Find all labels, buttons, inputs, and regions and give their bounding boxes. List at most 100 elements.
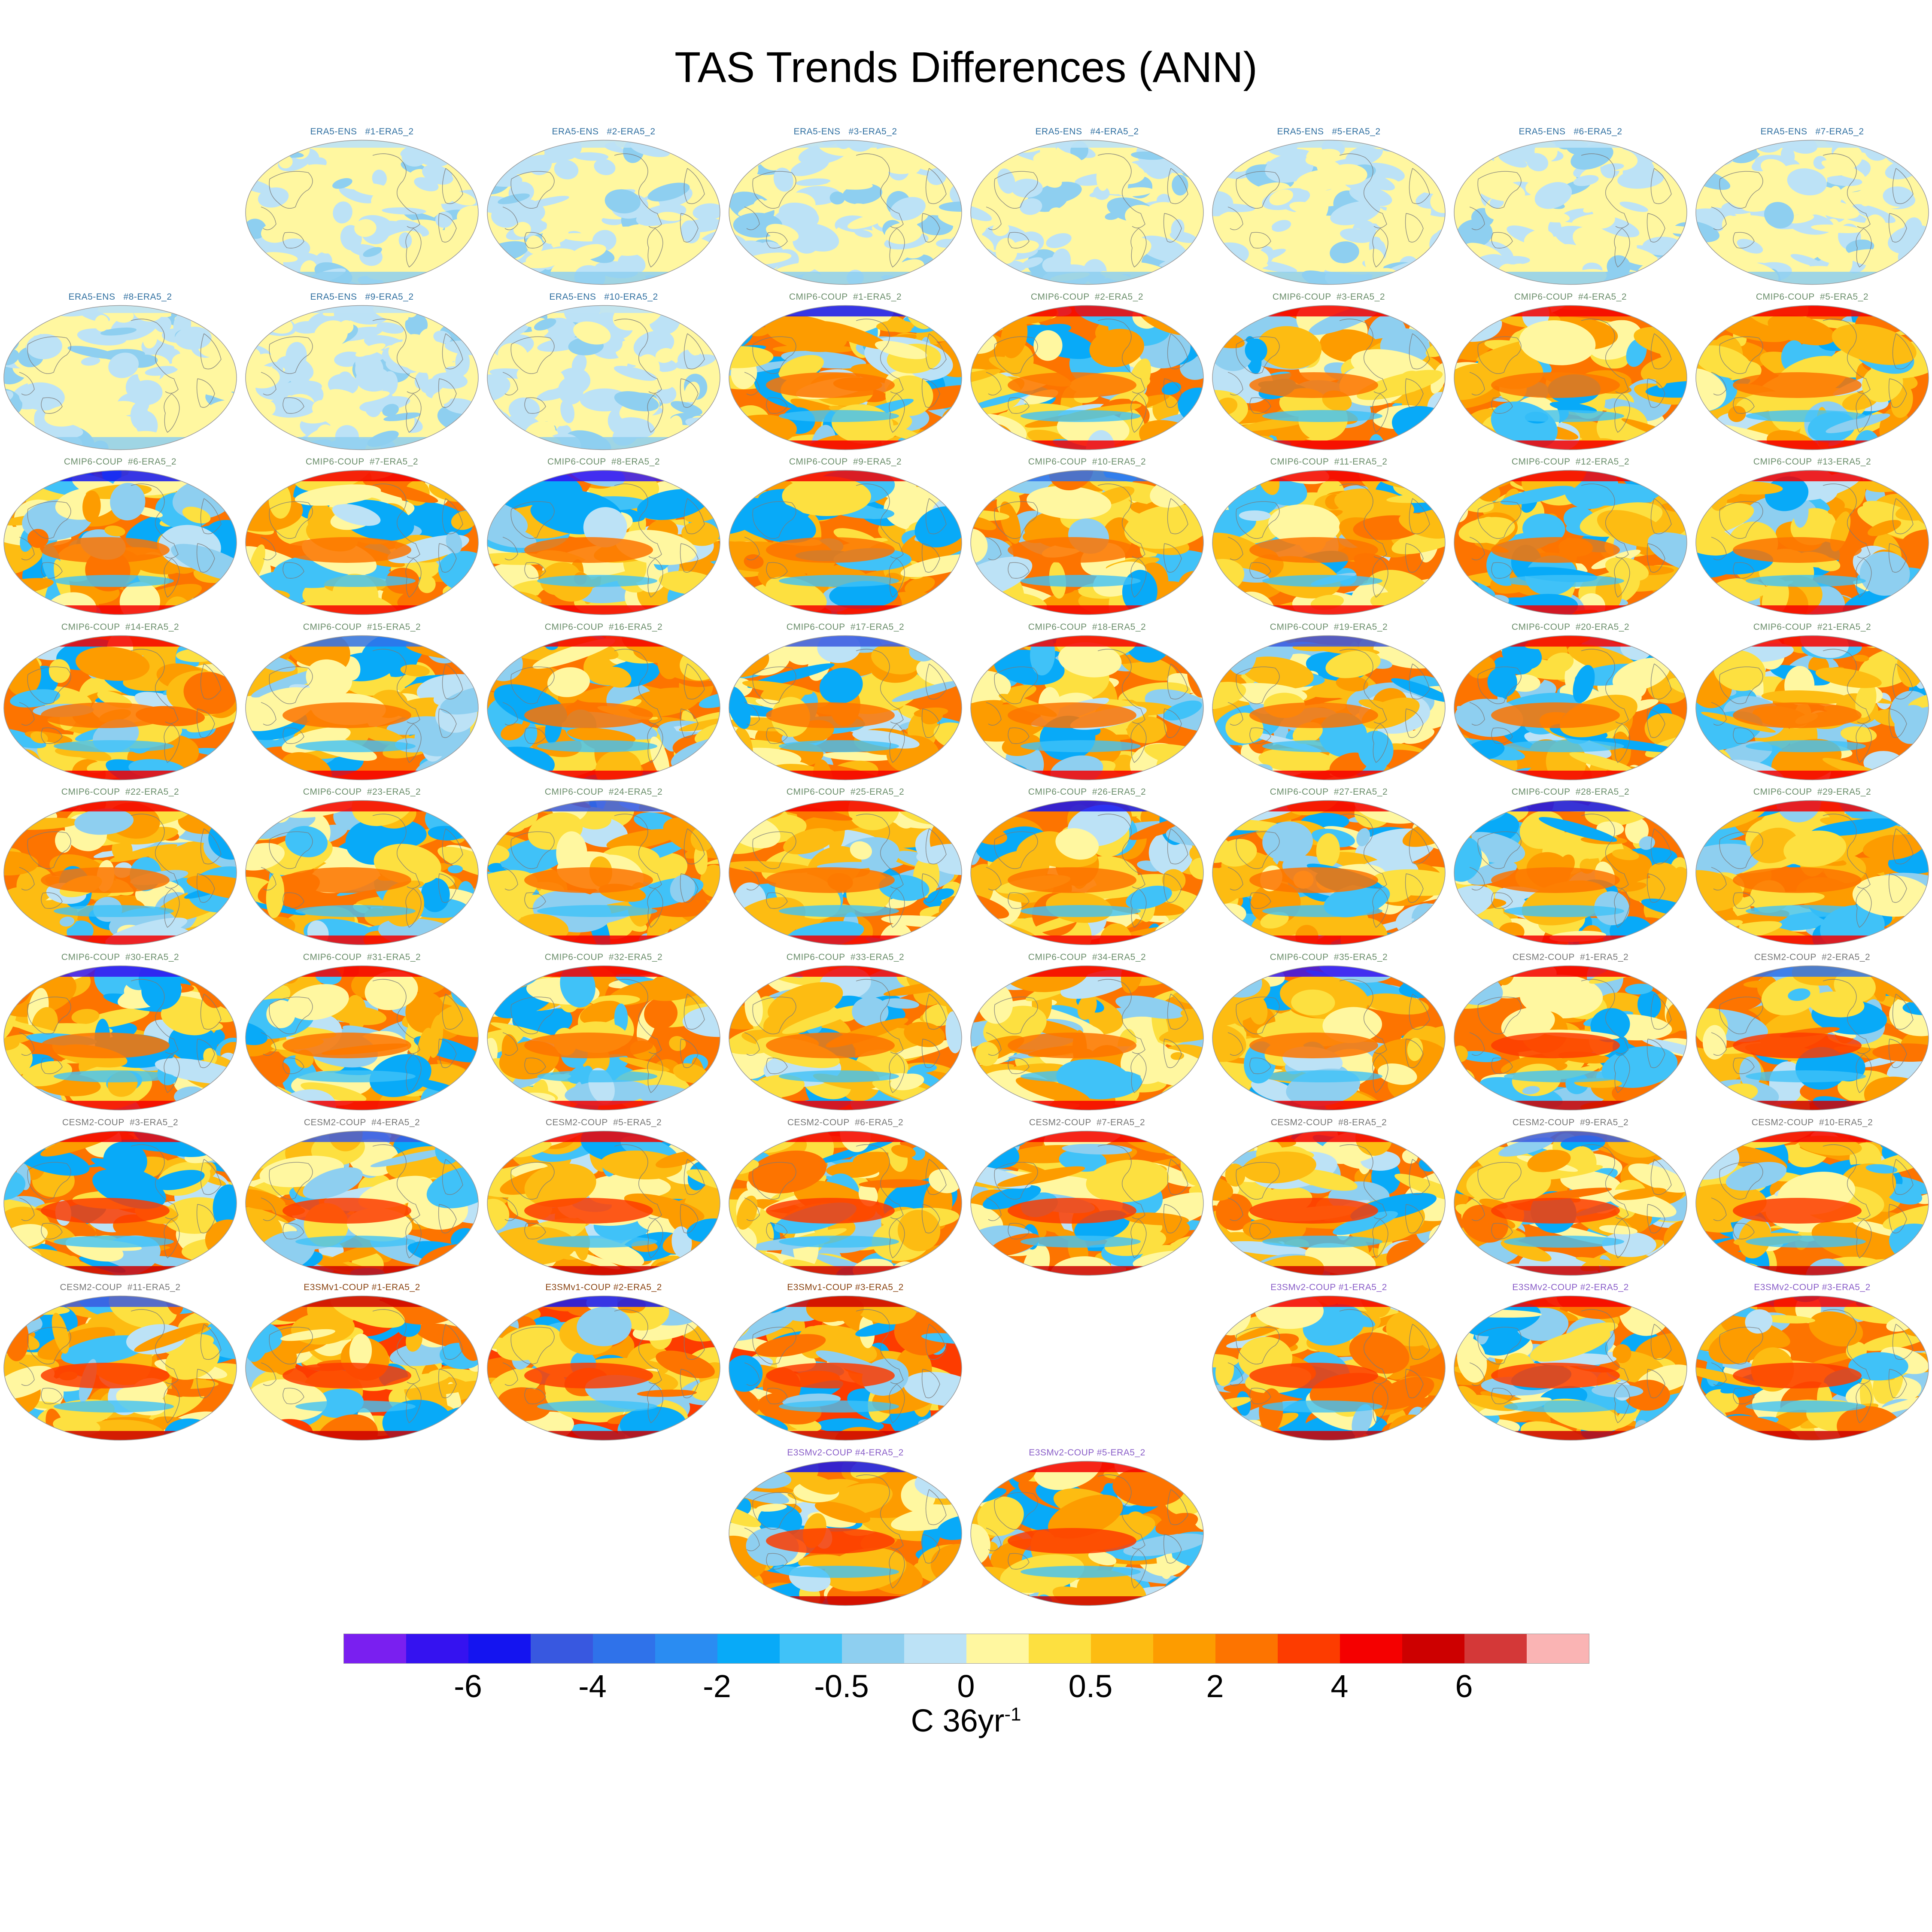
map-panel: CMIP6-COUP #9-ERA5_2: [727, 457, 963, 618]
panel-title: CESM2-COUP #3-ERA5_2: [62, 1118, 179, 1127]
map-boundary: [729, 965, 962, 1111]
map-panel: CMIP6-COUP #18-ERA5_2: [969, 622, 1205, 783]
map-field: [971, 635, 1203, 780]
panel-title: E3SMv2-COUP #2-ERA5_2: [1512, 1282, 1629, 1292]
robinson-map: [729, 1295, 962, 1441]
panel-title: CESM2-COUP #9-ERA5_2: [1512, 1118, 1629, 1127]
map-panel: ERA5-ENS #1-ERA5_2: [244, 127, 480, 288]
panel-title: CMIP6-COUP #24-ERA5_2: [544, 787, 663, 797]
map-panel: CMIP6-COUP #14-ERA5_2: [2, 622, 238, 783]
colorbar-tick-label: 6: [1455, 1668, 1473, 1704]
robinson-map: [245, 1295, 479, 1441]
colorbar-swatch: [1402, 1634, 1464, 1663]
panel-title: ERA5-ENS #3-ERA5_2: [793, 127, 897, 137]
robinson-map: [1212, 635, 1446, 781]
robinson-map: [3, 470, 237, 615]
map-boundary: [487, 305, 720, 450]
map-panel: E3SMv2-COUP #4-ERA5_2: [727, 1448, 963, 1609]
panel-title: CMIP6-COUP #4-ERA5_2: [1514, 292, 1627, 302]
panel-title: ERA5-ENS #10-ERA5_2: [549, 292, 658, 302]
map-field: [246, 966, 478, 1110]
map-boundary: [1695, 1130, 1929, 1276]
map-boundary: [1454, 305, 1687, 450]
robinson-map: [1454, 1295, 1687, 1441]
robinson-map: [729, 800, 962, 945]
map-boundary: [1695, 140, 1929, 285]
map-field: [1696, 1296, 1929, 1440]
map-boundary: [729, 635, 962, 781]
map-field: [1212, 140, 1445, 285]
units-main: C 36yr: [911, 1703, 1005, 1738]
robinson-map: [3, 800, 237, 945]
panel-title: CMIP6-COUP #6-ERA5_2: [64, 457, 177, 467]
map-panel: CESM2-COUP #4-ERA5_2: [244, 1118, 480, 1279]
map-field: [729, 1296, 962, 1440]
panel-title: CMIP6-COUP #18-ERA5_2: [1028, 622, 1146, 632]
colorbar-swatch: [1278, 1634, 1340, 1663]
colorbar-tick-label: 0: [957, 1668, 975, 1704]
map-field: [971, 966, 1203, 1110]
map-field: [971, 800, 1203, 945]
robinson-map: [970, 800, 1204, 945]
map-panel: ERA5-ENS #2-ERA5_2: [486, 127, 722, 288]
panel-title: CMIP6-COUP #25-ERA5_2: [786, 787, 905, 797]
panel-title: CMIP6-COUP #7-ERA5_2: [305, 457, 419, 467]
panel-title: CMIP6-COUP #2-ERA5_2: [1030, 292, 1144, 302]
map-panel: CESM2-COUP #5-ERA5_2: [486, 1118, 722, 1279]
robinson-map: [1212, 965, 1446, 1111]
robinson-map: [729, 635, 962, 781]
panel-title: CMIP6-COUP #30-ERA5_2: [61, 952, 179, 962]
map-boundary: [729, 800, 962, 945]
robinson-map: [1695, 965, 1929, 1111]
robinson-map: [970, 470, 1204, 615]
map-panel: CMIP6-COUP #8-ERA5_2: [486, 457, 722, 618]
map-boundary: [1695, 305, 1929, 450]
colorbar-swatch: [1527, 1634, 1589, 1663]
map-panel: ERA5-ENS #7-ERA5_2: [1694, 127, 1930, 288]
map-panel: CESM2-COUP #2-ERA5_2: [1694, 952, 1930, 1113]
map-field: [4, 305, 237, 450]
panel-title: E3SMv2-COUP #3-ERA5_2: [1754, 1282, 1871, 1292]
robinson-map: [1695, 470, 1929, 615]
map-boundary: [1454, 800, 1687, 945]
map-panel: CMIP6-COUP #32-ERA5_2: [486, 952, 722, 1113]
robinson-map: [487, 1130, 720, 1276]
map-panel: CMIP6-COUP #19-ERA5_2: [1211, 622, 1447, 783]
map-field: [487, 1296, 720, 1440]
map-field: [971, 305, 1203, 450]
panel-title: CMIP6-COUP #3-ERA5_2: [1272, 292, 1385, 302]
map-boundary: [729, 1461, 962, 1606]
map-panel: CESM2-COUP #9-ERA5_2: [1452, 1118, 1689, 1279]
map-boundary: [3, 800, 237, 945]
map-boundary: [1695, 1295, 1929, 1441]
map-boundary: [487, 1295, 720, 1441]
map-panel: CMIP6-COUP #3-ERA5_2: [1211, 292, 1447, 453]
map-field: [4, 470, 237, 615]
colorbar-tick-label: 4: [1331, 1668, 1349, 1704]
panel-title: E3SMv1-COUP #3-ERA5_2: [787, 1282, 904, 1292]
colorbar-swatch: [966, 1634, 1029, 1663]
colorbar-swatch: [780, 1634, 842, 1663]
map-panel: CMIP6-COUP #25-ERA5_2: [727, 787, 963, 948]
robinson-map: [1212, 305, 1446, 450]
map-boundary: [729, 470, 962, 615]
map-boundary: [487, 965, 720, 1111]
map-boundary: [245, 305, 479, 450]
map-field: [487, 305, 720, 450]
map-field: [971, 140, 1203, 285]
colorbar-tick-label: -6: [454, 1668, 482, 1704]
map-field: [4, 1131, 237, 1276]
panel-title: CESM2-COUP #2-ERA5_2: [1754, 952, 1871, 962]
map-panel: ERA5-ENS #5-ERA5_2: [1211, 127, 1447, 288]
map-field: [1212, 800, 1445, 945]
colorbar-swatch: [1153, 1634, 1215, 1663]
map-panel: CMIP6-COUP #20-ERA5_2: [1452, 622, 1689, 783]
map-panel: ERA5-ENS #6-ERA5_2: [1452, 127, 1689, 288]
panel-title: CESM2-COUP #11-ERA5_2: [60, 1282, 181, 1292]
map-boundary: [1695, 635, 1929, 781]
map-field: [1454, 470, 1687, 615]
map-panel: ERA5-ENS #10-ERA5_2: [486, 292, 722, 453]
map-boundary: [1695, 965, 1929, 1111]
map-field: [1454, 800, 1687, 945]
